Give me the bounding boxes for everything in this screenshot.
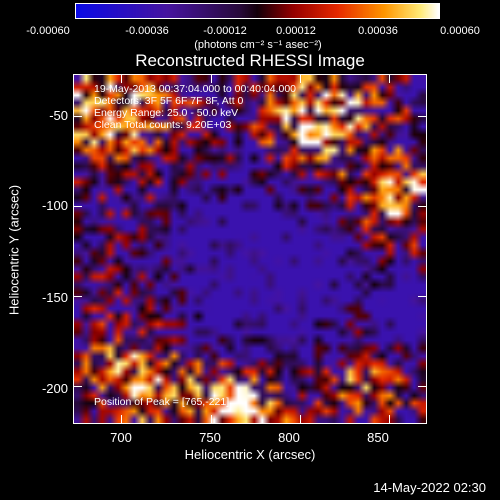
y-tick-mark: [74, 206, 82, 207]
clean-counts-annotation: Clean Total counts: 9.20E+03: [94, 119, 232, 131]
y-tick-mark: [74, 116, 82, 117]
image-heatmap: [74, 75, 426, 423]
x-tick-mark: [300, 75, 301, 83]
colorbar-tick-label: -0.00012: [203, 25, 247, 37]
y-tick-mark: [74, 386, 82, 387]
x-tick-label: 700: [110, 430, 132, 445]
plot-title: Reconstructed RHESSI Image: [135, 51, 365, 70]
detectors-annotation: Detectors: 3F 5F 6F 7F 8F, Att 0: [94, 95, 244, 107]
y-tick-mark: [74, 296, 82, 297]
rhessi-image-map: 19-May-2013 00:37:04.000 to 00:40:04.000…: [73, 74, 427, 424]
y-axis-label: Heliocentric Y (arcsec): [6, 184, 22, 316]
x-tick-mark: [389, 415, 390, 423]
x-axis-label: Heliocentric X (arcsec): [184, 447, 316, 462]
y-tick-label: -150: [41, 290, 68, 305]
x-tick-label: 850: [367, 430, 389, 445]
y-tick-mark: [418, 206, 426, 207]
time-range-annotation: 19-May-2013 00:37:04.000 to 00:40:04.000: [94, 83, 296, 95]
y-tick-label: -100: [41, 198, 68, 213]
y-tick-mark: [418, 296, 426, 297]
x-tick-label: 750: [199, 430, 221, 445]
colorbar-labels: -0.00060 -0.00036 -0.00012 0.00012 0.000…: [0, 0, 500, 40]
x-tick-mark: [211, 415, 212, 423]
colorbar-gradient: [76, 4, 439, 18]
x-tick-mark: [211, 75, 212, 83]
colorbar-tick-label: 0.00012: [276, 25, 316, 37]
y-tick-label: -50: [49, 108, 68, 123]
energy-range-annotation: Energy Range: 25.0 - 50.0 keV: [94, 107, 239, 119]
colorbar-tick-label: -0.00036: [125, 25, 169, 37]
x-tick-label: 800: [278, 430, 300, 445]
x-tick-mark: [121, 415, 122, 423]
colorbar: [75, 3, 440, 19]
y-tick-mark: [418, 386, 426, 387]
colorbar-tick-label: -0.00060: [26, 25, 70, 37]
colorbar-tick-label: 0.00060: [440, 25, 480, 37]
x-tick-mark: [300, 415, 301, 423]
y-tick-mark: [418, 116, 426, 117]
colorbar-units: (photons cm⁻² s⁻¹ asec⁻²): [194, 39, 322, 51]
generation-timestamp: 14-May-2022 02:30: [373, 480, 486, 495]
y-tick-label: -200: [41, 381, 68, 396]
x-tick-mark: [121, 75, 122, 83]
x-tick-mark: [389, 75, 390, 83]
colorbar-tick-label: 0.00036: [358, 25, 398, 37]
peak-position-annotation: Position of Peak = [765,-221]: [94, 396, 230, 408]
